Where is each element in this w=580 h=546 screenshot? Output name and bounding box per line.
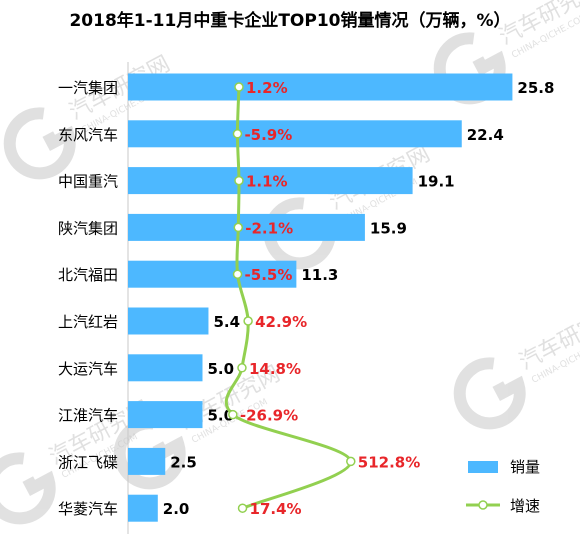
bar-value-label: 19.1 bbox=[418, 173, 455, 191]
bar-value-label: 5.0 bbox=[208, 360, 235, 378]
bar-value-label: 25.8 bbox=[517, 79, 554, 97]
bar bbox=[128, 73, 513, 101]
legend-swatch-bar bbox=[468, 461, 498, 473]
category-label: 东风汽车 bbox=[58, 126, 118, 144]
growth-point bbox=[237, 503, 248, 513]
watermark-logo-icon bbox=[3, 107, 76, 180]
growth-value-label: 14.8% bbox=[249, 360, 301, 378]
growth-point bbox=[237, 363, 247, 373]
legend-label-bar: 销量 bbox=[510, 458, 540, 476]
bar bbox=[128, 494, 158, 522]
growth-value-label: 1.1% bbox=[246, 173, 288, 191]
category-label: 江淮汽车 bbox=[58, 407, 118, 425]
category-label: 北汽福田 bbox=[58, 266, 118, 284]
bar-value-label: 22.4 bbox=[467, 126, 504, 144]
growth-value-label: 512.8% bbox=[358, 453, 420, 471]
growth-value-label: -5.9% bbox=[244, 126, 292, 144]
watermark-logo-icon bbox=[453, 357, 526, 430]
growth-point bbox=[234, 175, 244, 186]
growth-point bbox=[232, 269, 243, 279]
growth-value-label: -26.9% bbox=[240, 407, 298, 425]
legend-label-line: 增速 bbox=[510, 497, 540, 515]
bar-value-label: 11.3 bbox=[301, 266, 338, 284]
bar bbox=[128, 307, 209, 335]
category-label: 一汽集团 bbox=[58, 79, 118, 97]
category-label: 中国重汽 bbox=[58, 173, 118, 191]
growth-line bbox=[224, 86, 353, 510]
growth-value-label: 42.9% bbox=[255, 313, 307, 331]
bar-value-label: 5.0 bbox=[208, 407, 235, 425]
bar bbox=[128, 447, 166, 475]
bar bbox=[128, 120, 462, 148]
growth-point bbox=[228, 409, 238, 420]
growth-value-label: -2.1% bbox=[245, 219, 293, 237]
growth-point bbox=[243, 316, 253, 326]
bar bbox=[128, 213, 365, 241]
bar bbox=[128, 354, 203, 382]
growth-value-label: 1.2% bbox=[246, 79, 288, 97]
legend-swatch-marker bbox=[478, 500, 488, 510]
watermark-logo-icon bbox=[113, 417, 186, 490]
bar-value-label: 15.9 bbox=[370, 219, 407, 237]
bar-value-label: 2.0 bbox=[163, 500, 190, 518]
chart-title: 2018年1-11月中重卡企业TOP10销量情况（万辆，%） bbox=[69, 11, 511, 31]
growth-point bbox=[234, 82, 244, 92]
growth-value-label: -5.5% bbox=[245, 266, 293, 284]
growth-value-label: 17.4% bbox=[250, 500, 302, 518]
bar-value-label: 5.4 bbox=[213, 313, 240, 331]
category-label: 大运汽车 bbox=[58, 360, 118, 378]
category-label: 陕汽集团 bbox=[58, 219, 118, 237]
growth-point bbox=[346, 456, 356, 467]
bar bbox=[128, 260, 297, 288]
bar-value-label: 2.5 bbox=[170, 453, 197, 471]
category-label: 华菱汽车 bbox=[58, 500, 118, 518]
watermark-logo-icon bbox=[0, 452, 56, 525]
growth-point bbox=[233, 222, 244, 233]
category-label: 浙江飞碟 bbox=[58, 453, 118, 471]
category-label: 上汽红岩 bbox=[58, 313, 118, 331]
bar bbox=[128, 401, 203, 429]
growth-point bbox=[232, 129, 243, 139]
bar bbox=[128, 167, 413, 195]
